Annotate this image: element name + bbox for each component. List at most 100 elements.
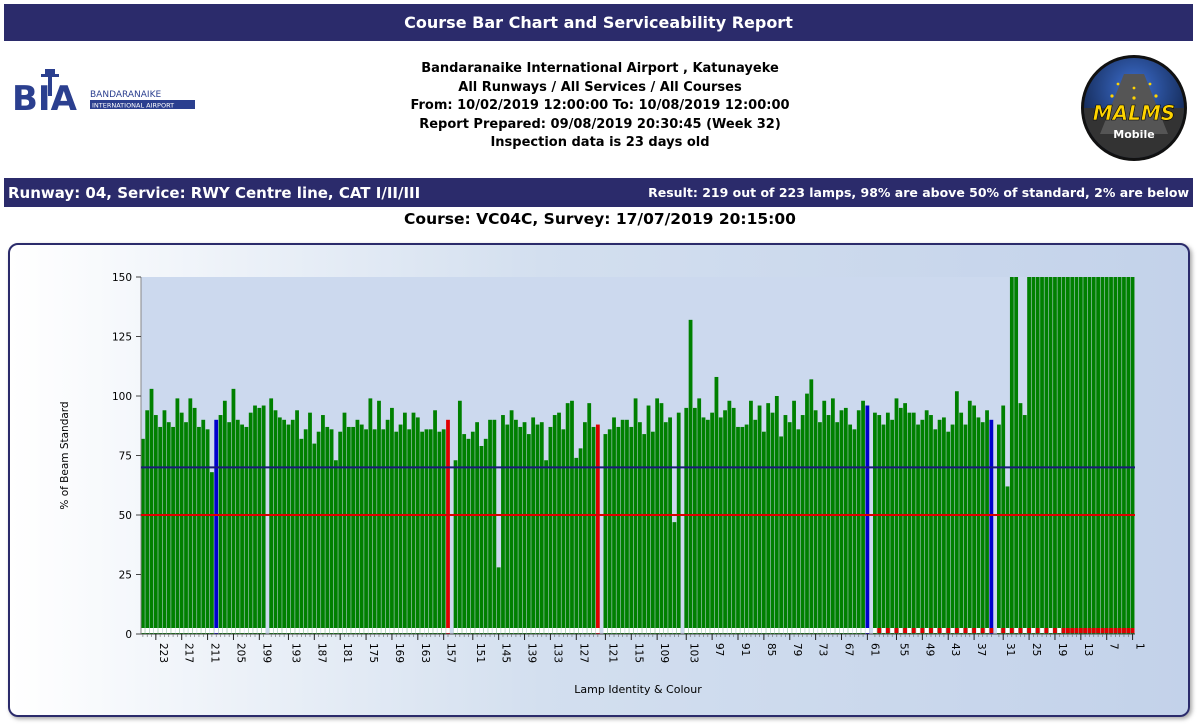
lamp-colour-163 bbox=[415, 628, 420, 633]
lamp-colour-153 bbox=[462, 628, 467, 633]
lamp-colour-114 bbox=[633, 628, 638, 633]
bar-lamp-196 bbox=[273, 410, 278, 634]
bar-lamp-202 bbox=[244, 426, 249, 634]
bar-lamp-107 bbox=[663, 422, 668, 634]
bar-lamp-65 bbox=[848, 424, 853, 634]
lamp-colour-80 bbox=[783, 628, 788, 633]
lamp-colour-98 bbox=[705, 628, 710, 633]
bar-lamp-217 bbox=[179, 412, 184, 634]
bar-lamp-53 bbox=[903, 403, 907, 634]
lamp-colour-138 bbox=[526, 628, 531, 633]
lamp-colour-173 bbox=[372, 628, 377, 633]
lamp-colour-95 bbox=[718, 628, 723, 633]
bar-lamp-49 bbox=[920, 419, 925, 634]
lamp-colour-66 bbox=[843, 628, 848, 633]
bar-lamp-58 bbox=[881, 424, 886, 634]
lamp-colour-39 bbox=[963, 628, 968, 633]
bar-lamp-156 bbox=[446, 419, 450, 634]
bar-lamp-210 bbox=[210, 472, 214, 634]
bia-logo-initials: BIA bbox=[12, 79, 78, 111]
bar-lamp-17 bbox=[1061, 277, 1066, 634]
x-tick-label-19: 19 bbox=[1056, 643, 1068, 656]
bar-lamp-187 bbox=[312, 443, 317, 634]
bar-lamp-193 bbox=[286, 424, 291, 634]
lamp-colour-50 bbox=[916, 628, 920, 633]
bar-lamp-42 bbox=[950, 424, 955, 634]
bar-lamp-85 bbox=[761, 431, 766, 634]
lamp-colour-109 bbox=[655, 628, 660, 633]
bar-lamp-150 bbox=[475, 422, 479, 634]
bar-lamp-18 bbox=[1057, 277, 1062, 634]
x-tick-label-127: 127 bbox=[577, 643, 589, 663]
lamp-colour-111 bbox=[646, 628, 651, 633]
lamp-colour-207 bbox=[222, 628, 227, 633]
bar-lamp-162 bbox=[420, 431, 425, 634]
lamp-colour-75 bbox=[805, 628, 809, 633]
bar-lamp-169 bbox=[390, 407, 394, 634]
lamp-colour-119 bbox=[612, 628, 616, 633]
bar-lamp-213 bbox=[197, 426, 201, 634]
bar-lamp-135 bbox=[539, 422, 544, 634]
lamp-colour-89 bbox=[744, 628, 749, 633]
lamp-colour-42 bbox=[950, 628, 955, 633]
bar-lamp-94 bbox=[723, 410, 727, 634]
lamp-colour-5 bbox=[1113, 628, 1118, 633]
bar-lamp-138 bbox=[526, 434, 531, 634]
lamp-colour-124 bbox=[587, 628, 592, 633]
lamp-colour-77 bbox=[796, 628, 801, 633]
bar-lamp-6 bbox=[1109, 277, 1113, 634]
bar-lamp-183 bbox=[329, 429, 334, 634]
lamp-colour-216 bbox=[184, 628, 188, 633]
bar-lamp-224 bbox=[149, 388, 154, 634]
bar-lamp-154 bbox=[457, 400, 462, 634]
malms-logo-sub: Mobile bbox=[1113, 128, 1154, 141]
lamp-colour-187 bbox=[312, 628, 317, 633]
bar-lamp-158 bbox=[437, 431, 442, 634]
bar-lamp-166 bbox=[402, 412, 407, 634]
bar-lamp-148 bbox=[483, 438, 488, 634]
lamp-colour-71 bbox=[822, 628, 827, 633]
lamp-colour-125 bbox=[583, 628, 587, 633]
bar-lamp-56 bbox=[890, 419, 895, 634]
bar-lamp-147 bbox=[488, 419, 492, 634]
x-tick-label-157: 157 bbox=[445, 643, 457, 663]
bar-lamp-200 bbox=[253, 405, 257, 634]
bar-lamp-225 bbox=[145, 410, 150, 634]
x-tick-label-85: 85 bbox=[765, 643, 777, 656]
lamp-colour-141 bbox=[514, 628, 518, 633]
lamp-colour-223 bbox=[153, 628, 158, 633]
lamp-colour-18 bbox=[1057, 628, 1062, 633]
lamp-colour-166 bbox=[402, 628, 407, 633]
bar-lamp-63 bbox=[856, 410, 861, 634]
x-tick-label-13: 13 bbox=[1082, 643, 1094, 656]
bar-lamp-201 bbox=[248, 412, 253, 634]
lamp-colour-211 bbox=[205, 628, 210, 633]
bar-lamp-19 bbox=[1053, 277, 1057, 634]
bar-lamp-179 bbox=[346, 426, 351, 634]
lamp-colour-177 bbox=[355, 628, 360, 633]
lamp-colour-156 bbox=[446, 628, 450, 633]
bar-lamp-47 bbox=[929, 415, 933, 634]
lamp-colour-29 bbox=[1009, 628, 1014, 633]
malms-logo: MALMS Mobile bbox=[1081, 55, 1187, 161]
lamp-colour-107 bbox=[663, 628, 668, 633]
bar-lamp-226 bbox=[141, 438, 145, 634]
x-tick-label-169: 169 bbox=[393, 643, 405, 663]
bar-lamp-72 bbox=[818, 422, 822, 634]
bar-lamp-214 bbox=[192, 407, 197, 634]
lamp-colour-115 bbox=[629, 628, 634, 633]
lamp-colour-23 bbox=[1035, 628, 1040, 633]
lamp-colour-174 bbox=[368, 628, 373, 633]
x-tick-label-61: 61 bbox=[868, 643, 880, 656]
bar-lamp-67 bbox=[839, 410, 844, 634]
bar-lamp-114 bbox=[633, 398, 638, 634]
bar-lamp-100 bbox=[697, 398, 702, 634]
bar-lamp-102 bbox=[688, 319, 693, 634]
bar-lamp-131 bbox=[557, 412, 561, 634]
lamp-colour-145 bbox=[496, 628, 501, 633]
bar-lamp-186 bbox=[316, 431, 321, 634]
lamp-colour-37 bbox=[972, 628, 976, 633]
bar-lamp-204 bbox=[235, 419, 240, 634]
y-tick-label-125: 125 bbox=[112, 332, 132, 344]
lamp-colour-104 bbox=[676, 628, 681, 633]
